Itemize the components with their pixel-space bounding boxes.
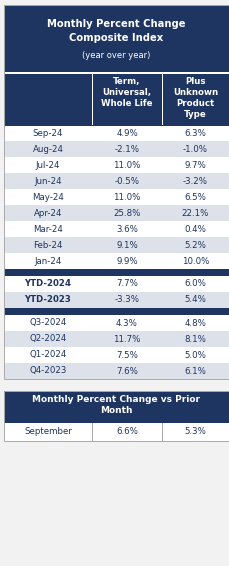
Text: 11.0%: 11.0% [113, 192, 141, 201]
Bar [4, 73, 229, 125]
Text: 4.3%: 4.3% [116, 319, 138, 328]
Text: 3.6%: 3.6% [116, 225, 138, 234]
Text: Monthly Percent Change: Monthly Percent Change [47, 19, 186, 29]
Text: YTD-2023: YTD-2023 [25, 295, 71, 305]
Text: Q1-2024: Q1-2024 [29, 350, 67, 359]
Text: 0.4%: 0.4% [185, 225, 206, 234]
Bar [4, 72, 229, 74]
Bar [4, 253, 229, 269]
Text: 10.0%: 10.0% [182, 256, 209, 265]
Text: Jul-24: Jul-24 [36, 161, 60, 169]
Bar [4, 157, 229, 173]
Text: 6.0%: 6.0% [185, 280, 206, 289]
Text: (year over year): (year over year) [82, 51, 151, 60]
Bar [4, 331, 229, 347]
Bar [4, 125, 229, 141]
Bar [4, 221, 229, 237]
Text: Month: Month [100, 406, 133, 415]
Text: Jun-24: Jun-24 [34, 177, 62, 186]
Bar [4, 423, 229, 441]
Text: Jan-24: Jan-24 [34, 256, 62, 265]
Bar [4, 315, 229, 331]
Text: Q2-2024: Q2-2024 [29, 335, 67, 344]
Bar [92, 423, 93, 441]
Text: 4.9%: 4.9% [116, 128, 138, 138]
Bar [4, 308, 229, 315]
Text: Feb-24: Feb-24 [33, 241, 63, 250]
Bar [4, 141, 229, 157]
Text: -2.1%: -2.1% [114, 144, 139, 153]
Text: -3.2%: -3.2% [183, 177, 208, 186]
Text: May-24: May-24 [32, 192, 64, 201]
Text: Term,
Universal,
Whole Life: Term, Universal, Whole Life [101, 77, 153, 108]
Bar [162, 423, 163, 441]
Text: 6.3%: 6.3% [185, 128, 206, 138]
Bar [4, 5, 229, 73]
Text: 11.7%: 11.7% [113, 335, 141, 344]
Text: 22.1%: 22.1% [182, 208, 209, 217]
Bar [4, 363, 229, 379]
Bar [4, 391, 229, 423]
Bar [4, 189, 229, 205]
Text: Aug-24: Aug-24 [33, 144, 63, 153]
Bar [4, 391, 229, 441]
Bar [4, 347, 229, 363]
Text: YTD-2024: YTD-2024 [25, 280, 71, 289]
Text: 8.1%: 8.1% [185, 335, 206, 344]
Bar [4, 269, 229, 276]
Text: Q3-2024: Q3-2024 [29, 319, 67, 328]
Text: Sep-24: Sep-24 [33, 128, 63, 138]
Text: 5.4%: 5.4% [185, 295, 206, 305]
Bar [4, 276, 229, 292]
Text: -0.5%: -0.5% [114, 177, 139, 186]
Text: 11.0%: 11.0% [113, 161, 141, 169]
Text: -1.0%: -1.0% [183, 144, 208, 153]
Text: Mar-24: Mar-24 [33, 225, 63, 234]
Bar [4, 292, 229, 308]
Text: 5.3%: 5.3% [185, 427, 206, 436]
Text: Apr-24: Apr-24 [34, 208, 62, 217]
Text: 4.8%: 4.8% [185, 319, 206, 328]
Text: 6.1%: 6.1% [185, 367, 206, 375]
Bar [92, 73, 93, 125]
Text: Composite Index: Composite Index [69, 33, 164, 43]
Bar [4, 205, 229, 221]
Bar [4, 237, 229, 253]
Text: 9.9%: 9.9% [116, 256, 138, 265]
Text: 25.8%: 25.8% [113, 208, 141, 217]
Text: -3.3%: -3.3% [114, 295, 139, 305]
Bar [4, 173, 229, 189]
Text: Plus
Unknown
Product
Type: Plus Unknown Product Type [173, 77, 218, 119]
Text: 6.6%: 6.6% [116, 427, 138, 436]
Text: September: September [24, 427, 72, 436]
Text: 7.6%: 7.6% [116, 367, 138, 375]
Text: 7.7%: 7.7% [116, 280, 138, 289]
Text: 6.5%: 6.5% [185, 192, 206, 201]
Bar [4, 5, 229, 379]
Text: Q4-2023: Q4-2023 [29, 367, 67, 375]
Bar [162, 73, 163, 125]
Text: Monthly Percent Change vs Prior: Monthly Percent Change vs Prior [33, 395, 201, 404]
Text: 5.2%: 5.2% [185, 241, 206, 250]
Bar [4, 125, 229, 126]
Text: 7.5%: 7.5% [116, 350, 138, 359]
Text: 9.1%: 9.1% [116, 241, 138, 250]
Text: 9.7%: 9.7% [185, 161, 206, 169]
Text: 5.0%: 5.0% [185, 350, 206, 359]
